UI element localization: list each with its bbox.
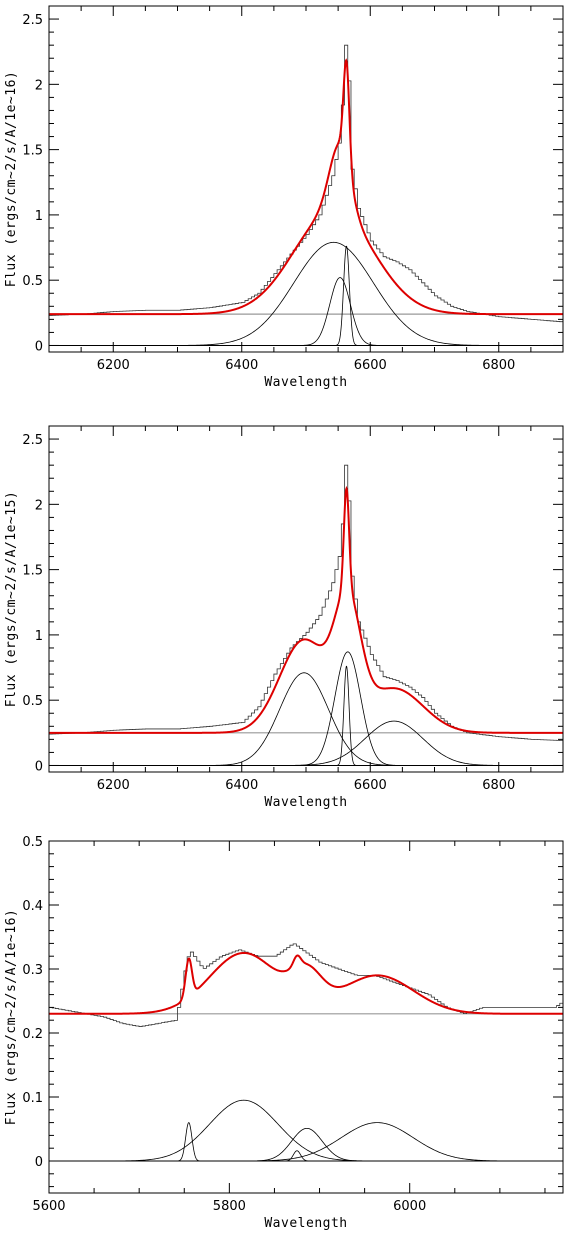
y-tick-label: 0 (35, 759, 43, 774)
chart-panel-2: 6200 6400 6600 6800 0 0.5 1 1.5 2 2.5 Wavelength Fl… (4, 426, 565, 810)
y-tick-label: 0.5 (22, 274, 43, 289)
y-tick-label: 0.4 (22, 899, 43, 914)
y-tick-label: 1.5 (22, 144, 43, 159)
y-tick-label: 0.1 (22, 1091, 43, 1106)
x-axis-label: Wavelength (264, 375, 347, 390)
component-curve-5 (197, 1123, 558, 1161)
component-curve-1 (173, 1123, 205, 1161)
y-tick-label: 2 (35, 498, 43, 513)
y-axis-label: Flux (ergs/cm~2/s/A/1e~16) (4, 909, 19, 1126)
plot-area (49, 45, 565, 345)
y-tick-label: 2.5 (22, 433, 43, 448)
chart-panel-1: 6200 6400 6600 6800 0 0.5 1 1.5 2 2.5 Wavelength Fl… (4, 6, 565, 390)
observed-spectrum (49, 45, 565, 322)
y-tick-label: 0.2 (22, 1027, 43, 1042)
x-tick-label: 5600 (32, 1199, 65, 1214)
y-tick-label: 0.5 (22, 694, 43, 709)
y-axis-label: Flux (ergs/cm~2/s/A/1e~16) (4, 71, 19, 288)
fit-curve (49, 489, 563, 733)
x-tick-label: 6600 (354, 778, 387, 793)
x-tick-label: 6400 (225, 778, 258, 793)
fit-curve (49, 953, 563, 1014)
plot-frame (49, 6, 563, 352)
x-axis-label: Wavelength (264, 795, 347, 810)
chart-panel-3: 5600 5800 6000 0 0.1 0.2 0.3 0.4 0.5 Wavelength Fl… (4, 835, 565, 1231)
x-axis-label: Wavelength (264, 1216, 347, 1231)
y-tick-label: 0.5 (22, 835, 43, 850)
plot-frame (49, 841, 563, 1193)
x-tick-label: 6200 (97, 358, 130, 373)
x-tick-label: 6400 (225, 358, 258, 373)
plot-area (49, 944, 565, 1161)
x-tick-label: 6800 (482, 778, 515, 793)
component-curve-2 (284, 652, 413, 766)
y-tick-label: 1.5 (22, 564, 43, 579)
x-tick-label: 5800 (213, 1199, 246, 1214)
y-tick-label: 2.5 (22, 13, 43, 28)
observed-spectrum (49, 465, 565, 740)
y-tick-label: 0.3 (22, 963, 43, 978)
y-axis-label: Flux (ergs/cm~2/s/A/1e~15) (4, 491, 19, 708)
component-curve-1 (134, 242, 532, 345)
component-curve-1 (182, 673, 426, 766)
x-tick-label: 6800 (482, 358, 515, 373)
fit-curve (49, 60, 563, 314)
component-curve-4 (230, 1128, 383, 1161)
y-tick-label: 1 (35, 629, 43, 644)
y-tick-label: 0 (35, 339, 43, 354)
component-curve-4 (249, 721, 538, 765)
x-tick-label: 6600 (354, 358, 387, 373)
component-curve-2 (72, 1100, 415, 1161)
plot-frame (49, 426, 563, 772)
y-tick-label: 1 (35, 209, 43, 224)
y-tick-label: 2 (35, 78, 43, 93)
plot-area (49, 465, 565, 765)
x-tick-label: 6200 (97, 778, 130, 793)
x-tick-label: 6000 (393, 1199, 426, 1214)
component-curve-3 (332, 246, 361, 345)
y-tick-label: 0 (35, 1155, 43, 1170)
